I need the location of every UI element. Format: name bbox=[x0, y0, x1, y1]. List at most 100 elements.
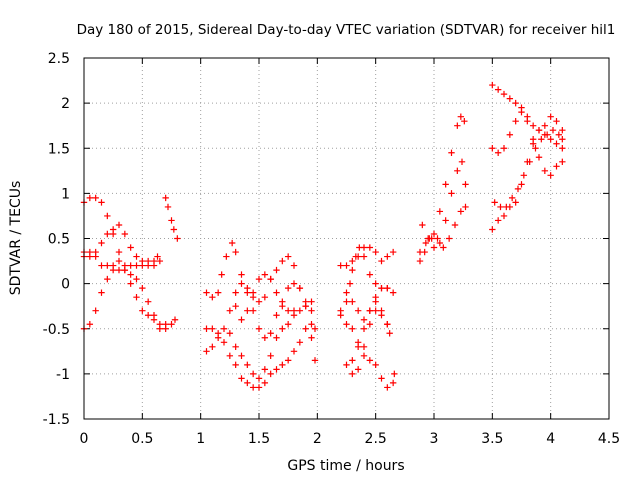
data-point bbox=[249, 307, 257, 314]
series-arc-i bbox=[226, 253, 315, 314]
data-point bbox=[86, 253, 94, 260]
data-point bbox=[529, 140, 537, 147]
data-point bbox=[526, 158, 533, 165]
series-arc-v bbox=[489, 113, 566, 233]
data-point bbox=[228, 239, 236, 247]
data-point bbox=[174, 235, 181, 242]
data-point bbox=[514, 185, 522, 193]
data-point bbox=[458, 158, 466, 165]
data-point bbox=[232, 289, 239, 296]
data-point bbox=[442, 181, 449, 188]
data-point bbox=[372, 293, 379, 301]
y-axis-label: SDTVAR / TECUs bbox=[8, 181, 24, 296]
data-point bbox=[354, 343, 362, 350]
data-point bbox=[98, 239, 105, 247]
data-point bbox=[559, 136, 566, 143]
x-tick-labels: 0 0.5 1 1.5 2 2.5 3 3.5 4 4.5 bbox=[80, 431, 621, 447]
data-point bbox=[524, 117, 531, 125]
data-point bbox=[171, 316, 179, 323]
x-axis-label: GPS time / hours bbox=[287, 458, 404, 474]
data-point bbox=[133, 275, 140, 283]
data-point bbox=[372, 280, 379, 287]
data-point bbox=[244, 379, 251, 387]
data-point bbox=[218, 271, 225, 278]
data-point bbox=[115, 266, 123, 274]
data-point bbox=[349, 357, 356, 364]
data-point bbox=[384, 253, 391, 260]
data-point bbox=[139, 257, 146, 265]
data-point bbox=[232, 361, 239, 369]
data-point bbox=[520, 172, 528, 179]
data-point bbox=[538, 136, 545, 143]
series-arc-c bbox=[80, 257, 169, 332]
data-point bbox=[354, 366, 362, 373]
data-point bbox=[162, 194, 169, 202]
data-point bbox=[255, 298, 263, 305]
data-point bbox=[121, 266, 129, 274]
data-point bbox=[489, 226, 496, 233]
data-point bbox=[494, 217, 502, 224]
data-point bbox=[428, 235, 435, 242]
data-point bbox=[308, 321, 315, 328]
data-point bbox=[226, 352, 234, 360]
data-point bbox=[255, 384, 263, 391]
data-point bbox=[512, 199, 519, 206]
data-point bbox=[512, 117, 519, 125]
data-point bbox=[337, 262, 344, 269]
data-point bbox=[343, 262, 350, 269]
data-point bbox=[337, 307, 344, 314]
data-point bbox=[273, 266, 280, 274]
data-point bbox=[139, 307, 146, 314]
data-point bbox=[360, 352, 368, 360]
data-point bbox=[389, 289, 397, 296]
data-point bbox=[238, 271, 245, 278]
data-point bbox=[349, 257, 356, 265]
data-point bbox=[346, 280, 354, 287]
y-tick-label: 0 bbox=[61, 277, 70, 293]
data-point bbox=[168, 321, 175, 328]
data-point bbox=[384, 384, 391, 391]
data-point bbox=[535, 154, 543, 161]
x-tick-label: 0 bbox=[80, 431, 89, 447]
data-point bbox=[489, 145, 496, 152]
data-point bbox=[127, 280, 134, 287]
data-point bbox=[457, 113, 465, 120]
data-point bbox=[512, 99, 519, 107]
data-point bbox=[104, 212, 111, 220]
data-point bbox=[451, 221, 459, 229]
data-point bbox=[494, 86, 502, 93]
data-point bbox=[261, 379, 269, 387]
data-point bbox=[127, 271, 134, 278]
data-point bbox=[419, 221, 426, 229]
data-point bbox=[92, 307, 99, 314]
data-point bbox=[279, 302, 286, 310]
data-point bbox=[448, 190, 455, 197]
data-point bbox=[389, 248, 397, 256]
data-point bbox=[360, 343, 368, 350]
data-point bbox=[506, 95, 514, 102]
data-point bbox=[296, 339, 304, 346]
y-tick-label: 2.5 bbox=[48, 51, 70, 67]
data-point bbox=[508, 194, 516, 202]
data-point bbox=[267, 352, 274, 360]
data-point bbox=[489, 81, 496, 89]
data-point bbox=[209, 293, 216, 301]
x-tick-label: 1.5 bbox=[248, 431, 270, 447]
data-point bbox=[170, 226, 178, 233]
series-arc-g bbox=[203, 321, 319, 391]
data-point bbox=[115, 221, 123, 229]
data-point bbox=[150, 257, 158, 265]
data-point bbox=[162, 321, 169, 328]
data-point bbox=[244, 284, 251, 292]
data-point bbox=[144, 262, 152, 269]
series-arc-h bbox=[203, 312, 298, 382]
data-point bbox=[518, 181, 525, 188]
data-point bbox=[349, 325, 356, 332]
data-point bbox=[349, 266, 356, 274]
data-point bbox=[462, 181, 469, 188]
x-tick-label: 4 bbox=[546, 431, 555, 447]
data-point bbox=[360, 325, 368, 332]
data-point bbox=[366, 321, 374, 328]
series-arc-r bbox=[419, 158, 469, 251]
